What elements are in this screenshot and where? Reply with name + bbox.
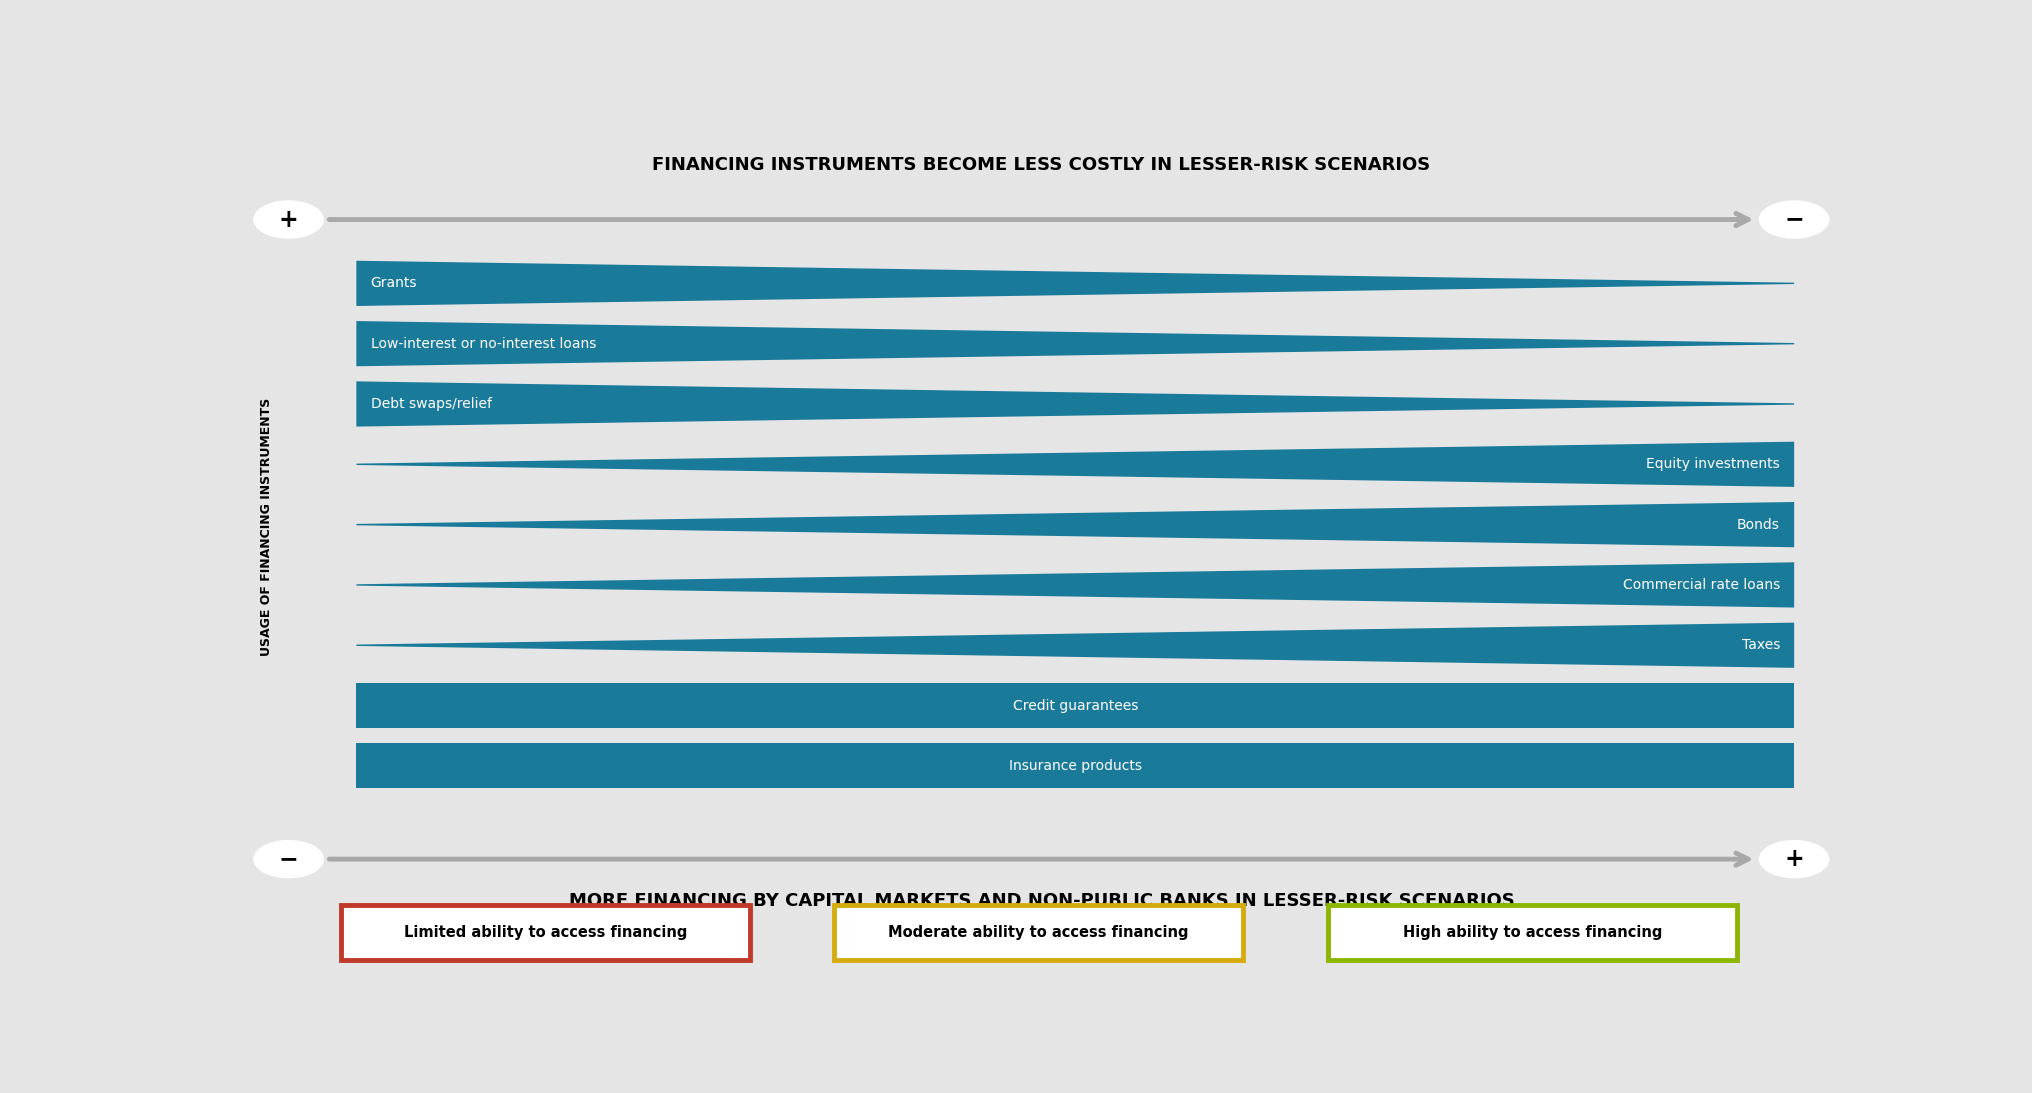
Text: Debt swaps/relief: Debt swaps/relief — [370, 397, 492, 411]
Polygon shape — [356, 321, 1794, 366]
Text: +: + — [278, 208, 299, 232]
Circle shape — [1760, 841, 1829, 878]
Text: Limited ability to access financing: Limited ability to access financing — [404, 926, 687, 940]
Text: USAGE OF FINANCING INSTRUMENTS: USAGE OF FINANCING INSTRUMENTS — [260, 398, 272, 656]
Polygon shape — [356, 381, 1794, 426]
Polygon shape — [356, 743, 1794, 788]
FancyBboxPatch shape — [1329, 905, 1737, 960]
FancyBboxPatch shape — [833, 905, 1244, 960]
Text: Commercial rate loans: Commercial rate loans — [1624, 578, 1780, 592]
Text: Grants: Grants — [370, 277, 417, 291]
Text: −: − — [278, 847, 299, 871]
Text: MORE FINANCING BY CAPITAL MARKETS AND NON-PUBLIC BANKS IN LESSER-RISK SCENARIOS: MORE FINANCING BY CAPITAL MARKETS AND NO… — [569, 892, 1514, 910]
Text: High ability to access financing: High ability to access financing — [1402, 926, 1662, 940]
Polygon shape — [356, 442, 1794, 486]
Circle shape — [254, 201, 323, 238]
Text: Insurance products: Insurance products — [1008, 759, 1142, 773]
FancyBboxPatch shape — [341, 905, 750, 960]
Polygon shape — [356, 261, 1794, 306]
Polygon shape — [356, 502, 1794, 548]
Text: Equity investments: Equity investments — [1646, 457, 1780, 471]
Circle shape — [254, 841, 323, 878]
Polygon shape — [356, 623, 1794, 668]
Text: FINANCING INSTRUMENTS BECOME LESS COSTLY IN LESSER-RISK SCENARIOS: FINANCING INSTRUMENTS BECOME LESS COSTLY… — [652, 156, 1431, 174]
Text: Moderate ability to access financing: Moderate ability to access financing — [888, 926, 1189, 940]
Text: +: + — [1784, 847, 1804, 871]
Polygon shape — [356, 683, 1794, 728]
Circle shape — [1760, 201, 1829, 238]
Text: Low-interest or no-interest loans: Low-interest or no-interest loans — [370, 337, 595, 351]
Text: −: − — [1784, 208, 1804, 232]
Text: Credit guarantees: Credit guarantees — [1012, 698, 1138, 713]
Polygon shape — [356, 562, 1794, 608]
Text: Bonds: Bonds — [1737, 518, 1780, 531]
Text: Taxes: Taxes — [1741, 638, 1780, 653]
